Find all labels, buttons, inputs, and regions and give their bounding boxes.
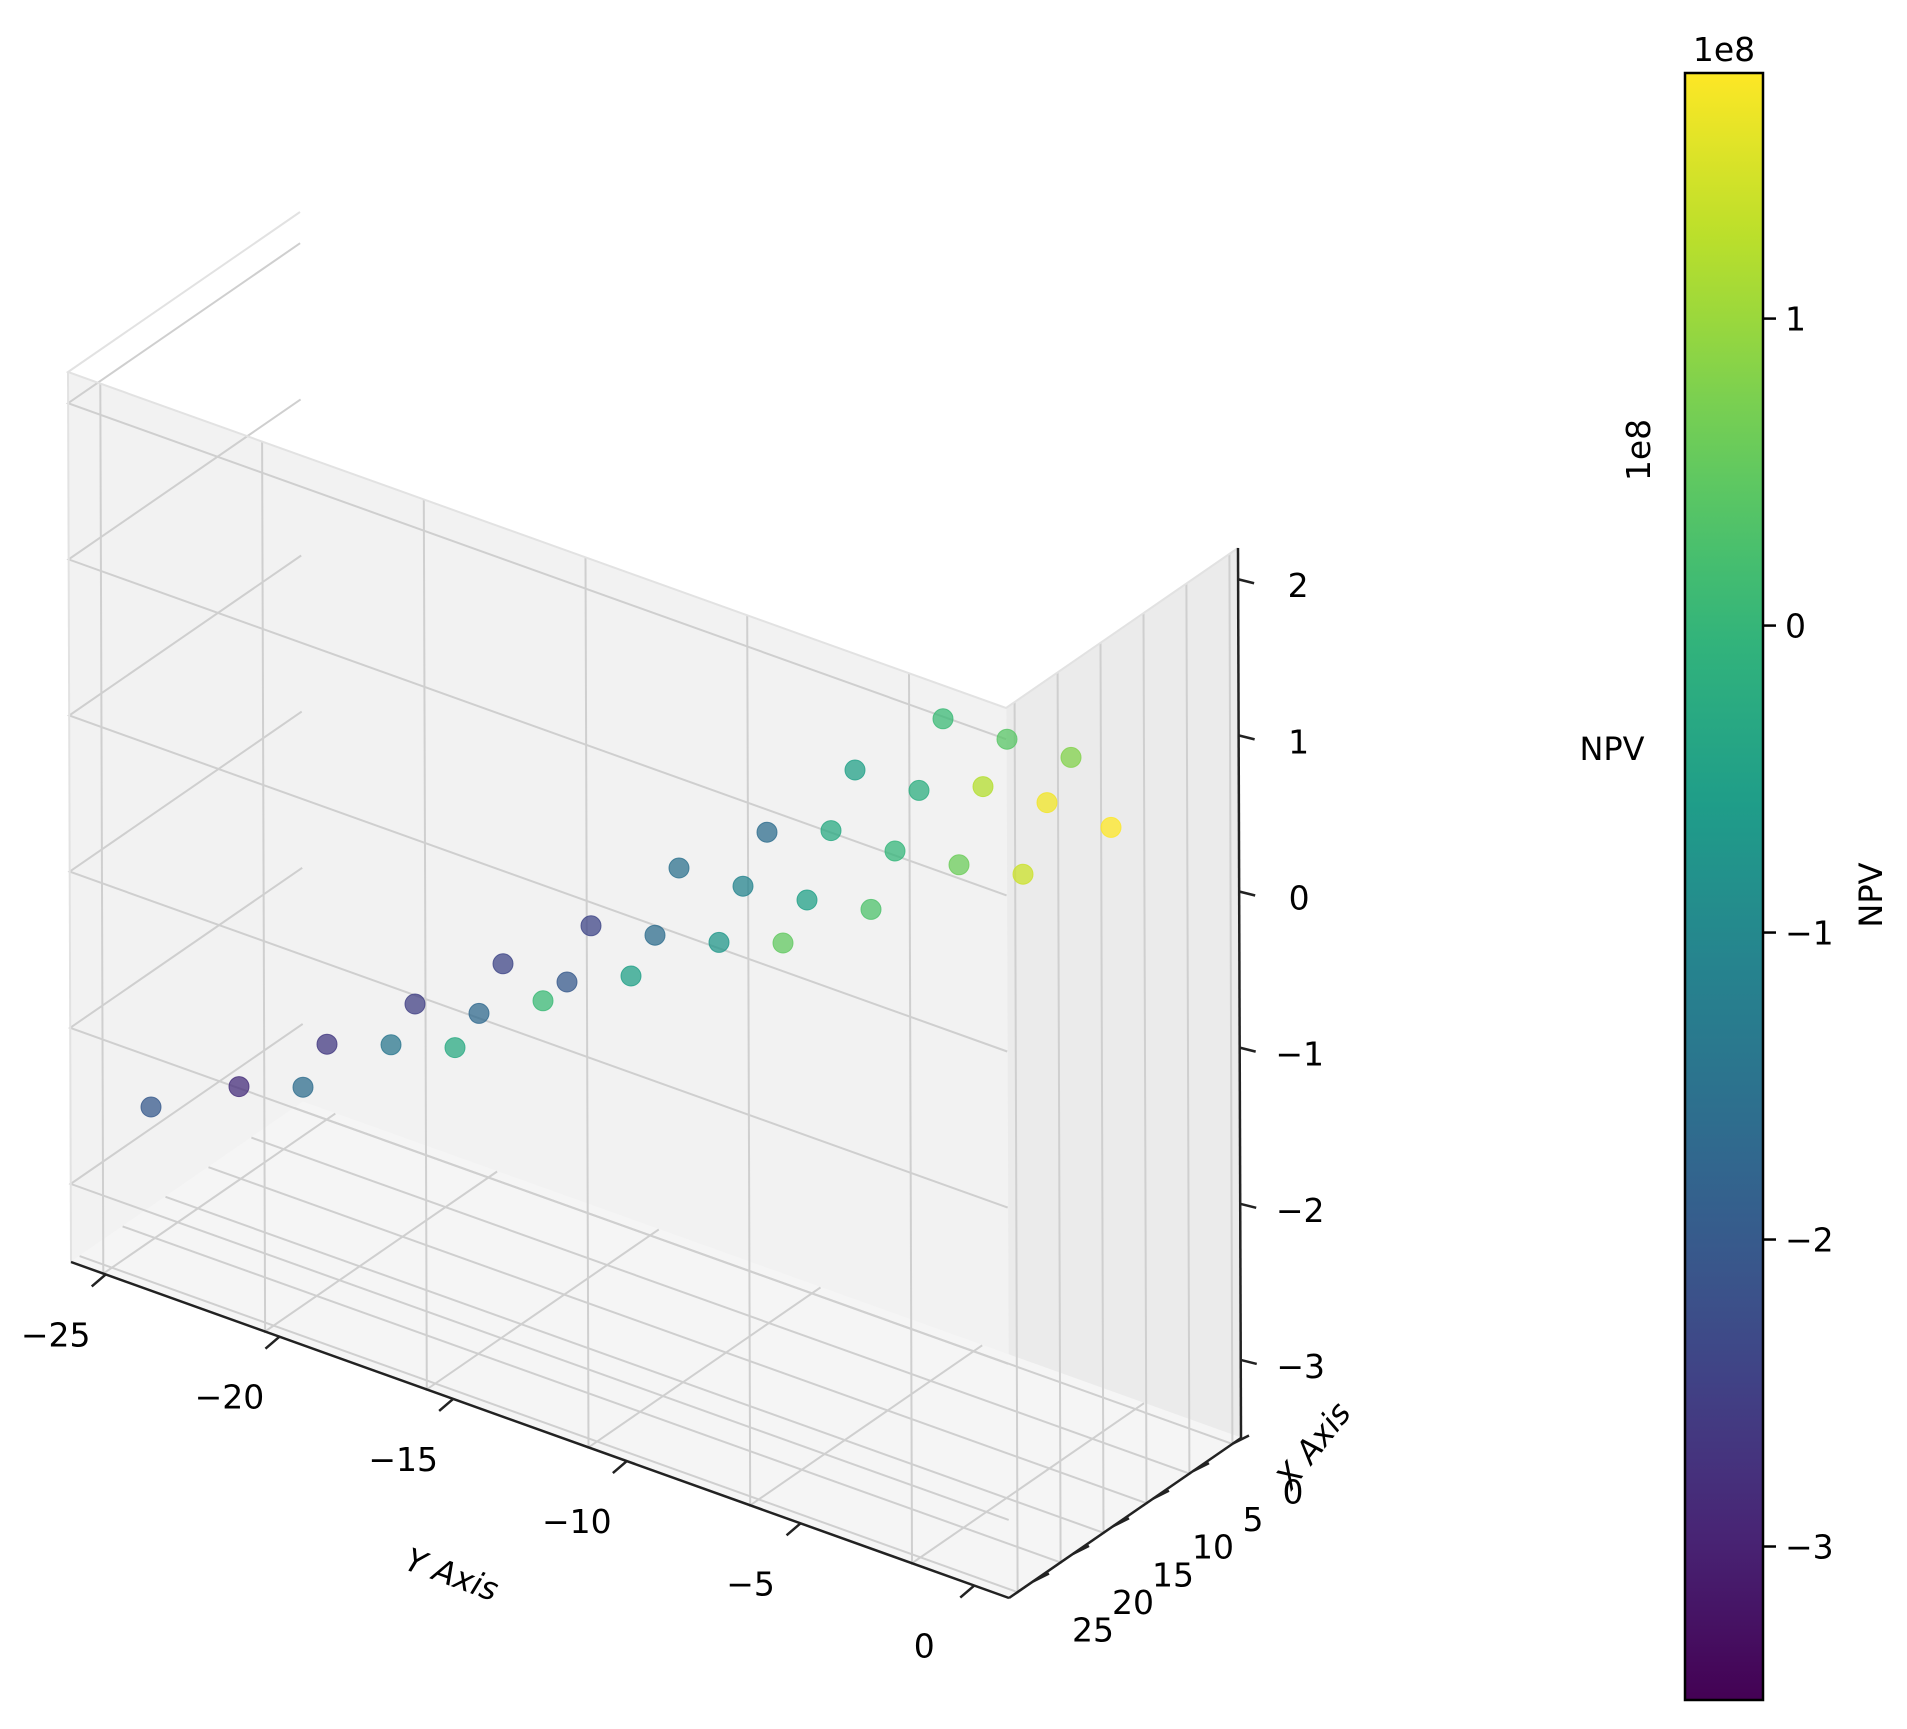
z-tick-label: −3 — [1276, 1347, 1325, 1386]
colorbar-tick-label: 0 — [1785, 607, 1806, 646]
data-point — [668, 857, 690, 879]
colorbar-tick-label: −3 — [1785, 1528, 1834, 1567]
pane-top-edge — [65, 211, 1239, 710]
z-tick-label: 1 — [1288, 722, 1309, 761]
data-point — [228, 1076, 250, 1098]
z-tick-label: 0 — [1289, 879, 1310, 918]
x-tick-mark — [785, 1522, 802, 1537]
z-axis-label: NPV — [1579, 730, 1644, 768]
data-point — [708, 931, 730, 953]
data-point — [1100, 816, 1122, 838]
data-point — [884, 840, 906, 862]
x-tick-label: −20 — [195, 1378, 265, 1417]
x-axis-line — [1008, 1436, 1242, 1600]
data-point — [972, 776, 994, 798]
data-point — [468, 1002, 490, 1024]
data-point — [1012, 863, 1034, 885]
data-point — [620, 965, 642, 987]
z-tick-label: −1 — [1275, 1035, 1324, 1074]
colorbar-label: NPV — [1852, 862, 1890, 927]
x-tick-mark — [612, 1460, 628, 1475]
data-point — [756, 821, 778, 843]
z-tick-label: −2 — [1276, 1191, 1325, 1230]
z-tick-label: 2 — [1288, 566, 1309, 605]
z-tick-mark — [1237, 578, 1255, 585]
y-tick-label: 20 — [1112, 1583, 1154, 1622]
y-tick-label: 5 — [1243, 1500, 1264, 1539]
data-point — [932, 708, 954, 730]
y-axis-line — [70, 1260, 1010, 1600]
y-tick-mark — [1232, 1434, 1250, 1445]
pane-corner-edge — [67, 371, 72, 1263]
data-point — [492, 953, 514, 975]
data-point — [732, 875, 754, 897]
z-tick-mark — [1238, 890, 1256, 897]
z-tick-mark — [1239, 1202, 1257, 1210]
x-tick-label: −10 — [542, 1502, 612, 1541]
data-point — [292, 1076, 314, 1098]
colorbar-tick-label: −2 — [1785, 1221, 1834, 1260]
y-tick-label: 15 — [1152, 1555, 1194, 1594]
x-tick-label: −25 — [21, 1315, 91, 1354]
data-point — [772, 932, 794, 954]
x-tick-mark — [438, 1397, 454, 1412]
x-tick-mark — [959, 1584, 976, 1599]
y-tick-mark — [1152, 1489, 1170, 1500]
y-tick-label: 0 — [1283, 1473, 1304, 1512]
data-points — [140, 708, 1122, 1118]
data-point — [996, 728, 1018, 750]
data-point — [532, 990, 554, 1012]
x-tick-label: 0 — [914, 1627, 935, 1666]
data-point — [844, 759, 866, 781]
y-axis-label: X Axis — [1267, 1395, 1359, 1498]
x-tick-mark — [264, 1335, 281, 1350]
x-tick-label: −5 — [726, 1564, 775, 1603]
y-tick-label: 10 — [1192, 1528, 1234, 1567]
x-tick-label: −15 — [368, 1440, 438, 1479]
z-tick-mark — [1240, 1358, 1258, 1366]
colorbar-tick-label: 1 — [1785, 300, 1806, 339]
y-tick-mark — [1112, 1517, 1130, 1528]
colorbar: −3 −2 −1 0 1 1e8 NPV — [1683, 30, 1890, 1702]
data-point — [556, 971, 578, 993]
data-point — [404, 993, 426, 1015]
data-point — [644, 924, 666, 946]
y-tick-label: 25 — [1072, 1610, 1114, 1649]
data-point — [796, 889, 818, 911]
colorbar-offset-label: 1e8 — [1693, 30, 1755, 69]
z-tick-mark — [1238, 734, 1255, 741]
y-tick-mark — [1032, 1572, 1050, 1583]
data-point — [580, 915, 602, 937]
data-point — [380, 1034, 402, 1056]
y-tick-mark — [1072, 1544, 1090, 1555]
data-point — [444, 1037, 466, 1059]
data-point — [860, 898, 882, 920]
colorbar-bar — [1683, 71, 1765, 1702]
z-tick-mark — [1239, 1046, 1256, 1053]
y-tick-mark — [1192, 1461, 1210, 1473]
z-offset-label: 1e8 — [1619, 419, 1658, 481]
x-tick-mark — [90, 1273, 107, 1288]
data-point — [140, 1096, 162, 1118]
x-axis-label: Y Axis — [400, 1540, 503, 1609]
data-point — [908, 779, 930, 801]
data-point — [820, 820, 842, 842]
data-point — [1060, 746, 1082, 768]
colorbar-tick-label: −1 — [1785, 914, 1834, 953]
data-point — [1036, 792, 1058, 814]
data-point — [948, 854, 970, 876]
axis-lines — [70, 547, 1258, 1600]
data-point — [316, 1033, 338, 1055]
z-axis-line — [1236, 547, 1243, 1439]
